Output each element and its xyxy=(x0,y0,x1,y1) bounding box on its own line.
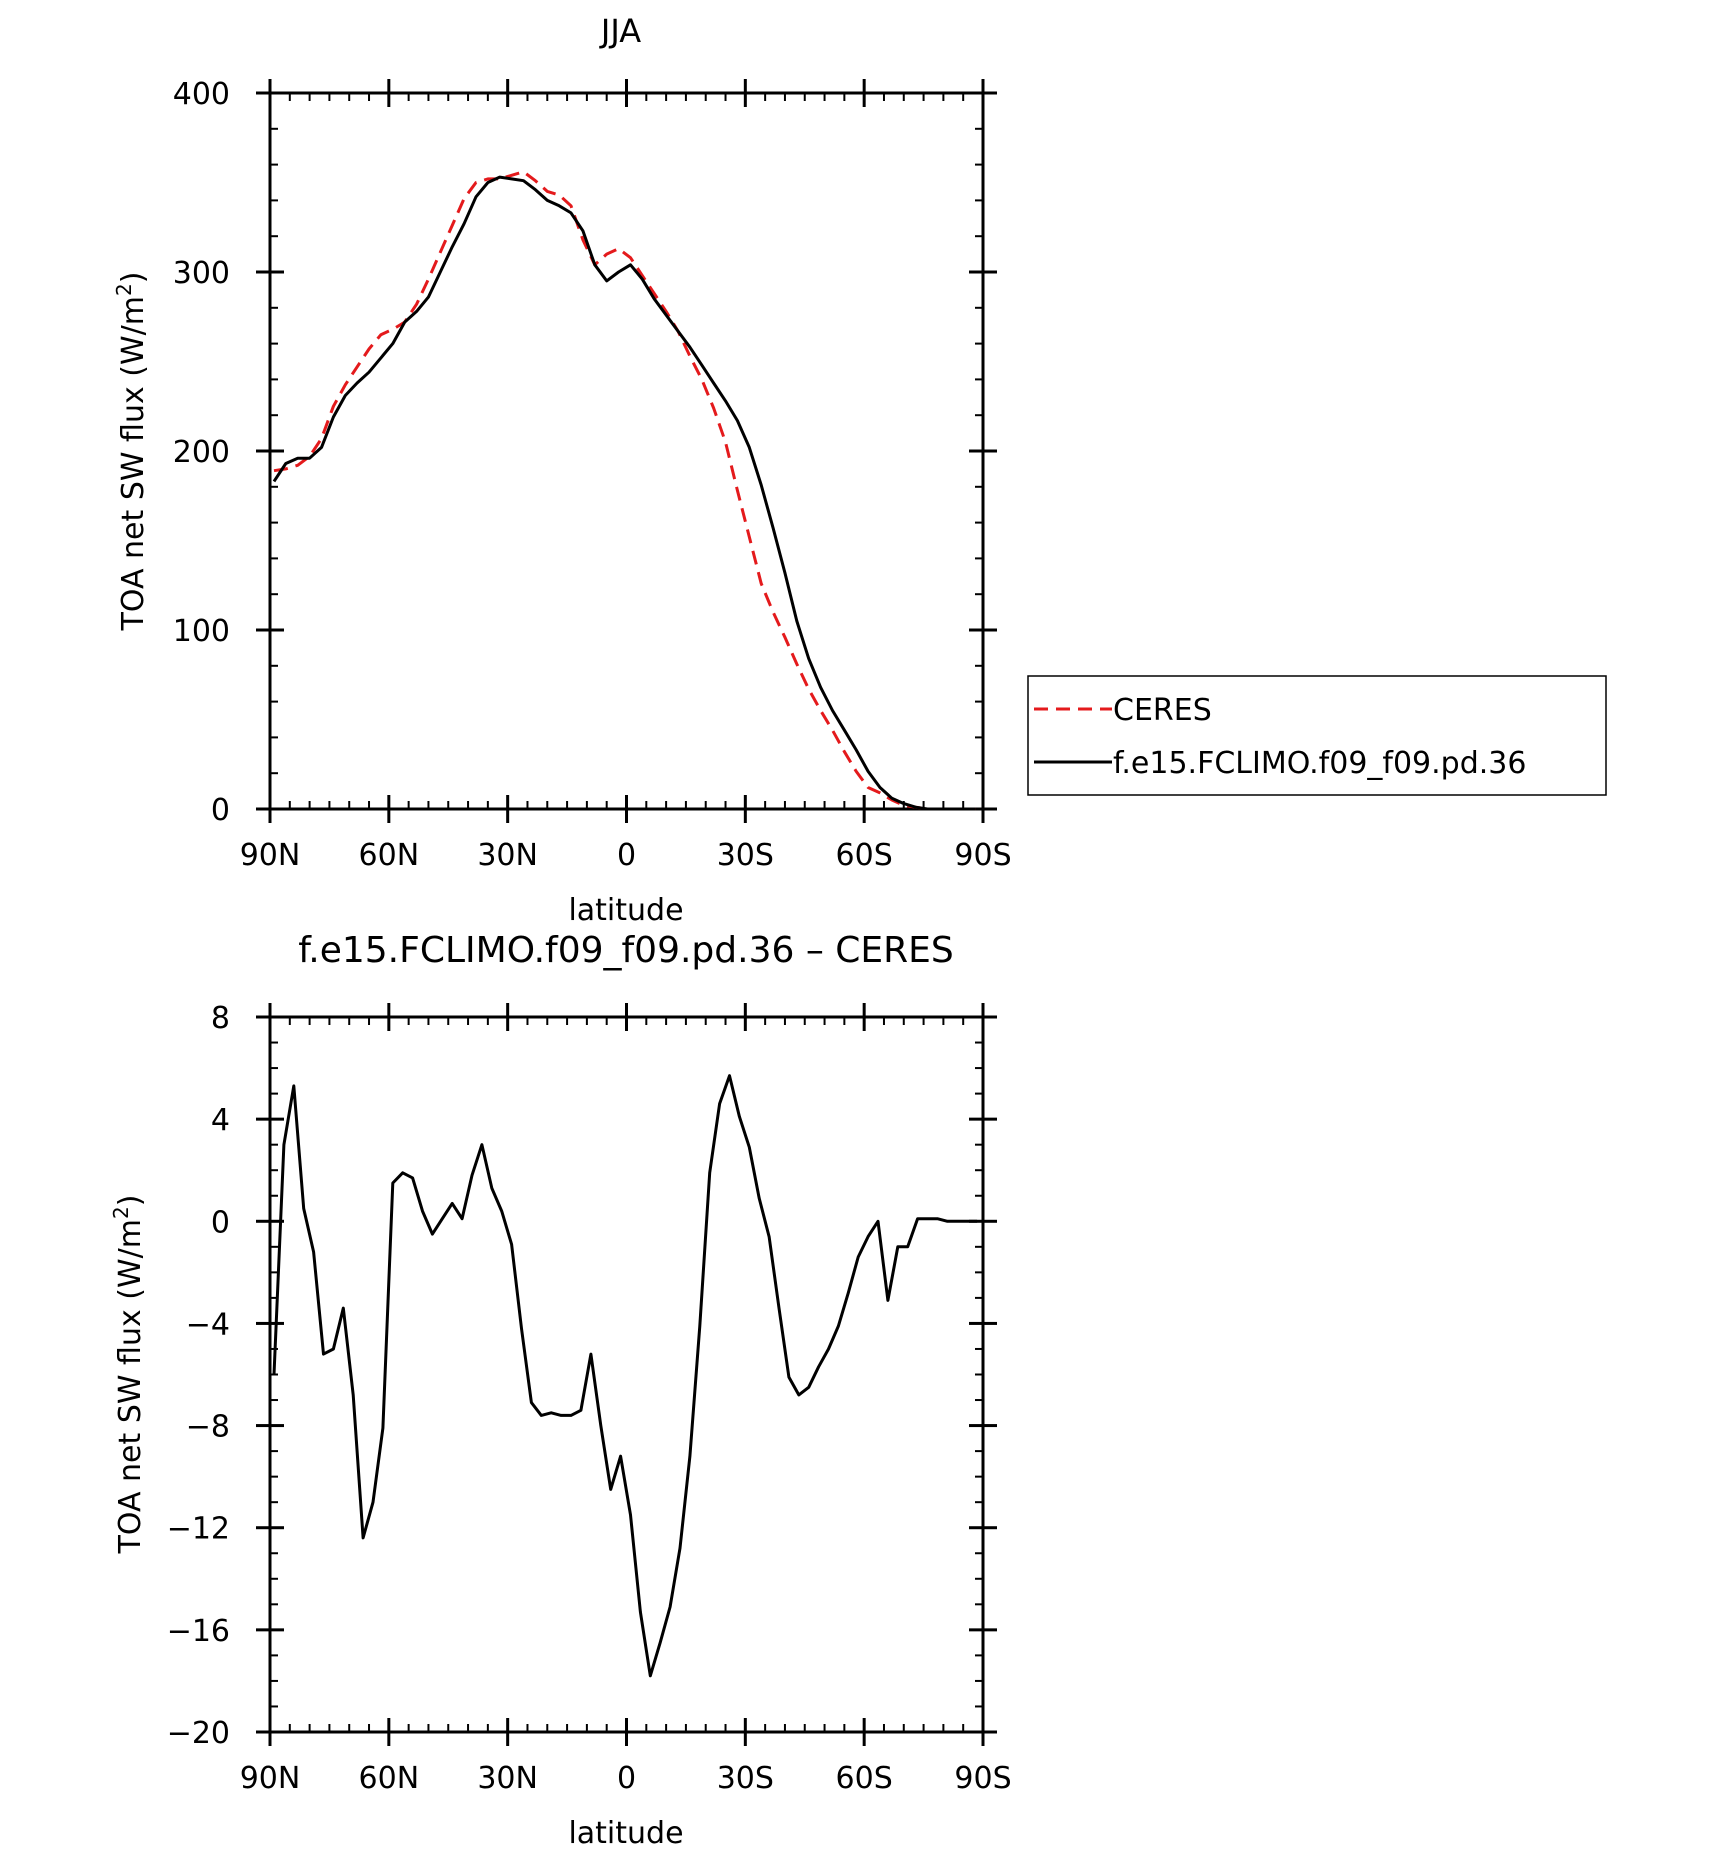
x-tick-label: 30N xyxy=(477,838,538,873)
top-chart-title: JJA xyxy=(599,12,641,50)
bottom-y-axis-label: TOA net SW flux (W/m2) xyxy=(109,1195,148,1555)
y-tick-label: −8 xyxy=(186,1410,230,1445)
top-y-axis-label-superscript: 2 xyxy=(112,283,136,296)
x-tick-label: 30S xyxy=(717,1761,774,1796)
top-series-lines xyxy=(272,170,976,811)
y-tick-label: 0 xyxy=(211,1205,230,1240)
top-x-axis-label: latitude xyxy=(568,893,683,928)
legend-box xyxy=(1027,675,1607,796)
x-tick-label: 90S xyxy=(954,1761,1011,1796)
x-tick-label: 90S xyxy=(954,838,1011,873)
top-chart: JJA 0 100 200 300 400 90N 60N 30N 0 30S 60S 90S la… xyxy=(112,12,1607,928)
y-tick-label: −4 xyxy=(186,1307,230,1342)
legend: CERES f.e15.FCLIMO.f09_f09.pd.36 xyxy=(1027,675,1607,796)
y-tick-label: 100 xyxy=(173,614,230,649)
x-tick-label: 0 xyxy=(617,1761,636,1796)
x-tick-label: 60N xyxy=(359,1761,420,1796)
x-tick-label: 0 xyxy=(617,838,636,873)
y-tick-label: −12 xyxy=(167,1512,230,1547)
top-plot-frame xyxy=(268,91,985,811)
y-tick-label: −20 xyxy=(167,1716,230,1751)
y-tick-label: 200 xyxy=(173,435,230,470)
y-tick-label: 0 xyxy=(211,793,230,828)
bottom-plot-frame xyxy=(268,1015,985,1734)
x-tick-label: 60S xyxy=(836,1761,893,1796)
legend-label-ceres: CERES xyxy=(1113,693,1212,728)
bottom-ticks xyxy=(256,1003,997,1746)
y-tick-label: 4 xyxy=(211,1103,230,1138)
legend-label-model: f.e15.FCLIMO.f09_f09.pd.36 xyxy=(1113,746,1526,781)
top-y-axis-label: TOA net SW flux (W/m2) xyxy=(112,272,151,632)
bottom-chart: f.e15.FCLIMO.f09_f09.pd.36 – CERES −20 −1… xyxy=(109,930,1012,1850)
top-y-tick-labels: 0 100 200 300 400 xyxy=(173,77,230,828)
bottom-series-lines xyxy=(272,1074,978,1678)
bottom-y-axis-label-superscript: 2 xyxy=(109,1206,133,1219)
y-tick-label: 8 xyxy=(211,1001,230,1036)
series-line-f-e15-fclimo-f09-f09-pd-36 xyxy=(272,175,976,811)
x-tick-label: 30S xyxy=(717,838,774,873)
x-tick-label: 90N xyxy=(240,838,301,873)
x-tick-label: 30N xyxy=(477,1761,538,1796)
series-line-ceres xyxy=(273,170,976,811)
top-y-axis-label-text: TOA net SW flux (W/m xyxy=(116,296,151,631)
bottom-y-axis-label-close: ) xyxy=(113,1195,148,1207)
y-tick-label: 300 xyxy=(173,256,230,291)
top-x-tick-labels: 90N 60N 30N 0 30S 60S 90S xyxy=(240,838,1012,873)
y-tick-label: −16 xyxy=(167,1614,230,1649)
top-y-axis-label-close: ) xyxy=(116,272,151,284)
bottom-x-axis-label: latitude xyxy=(568,1816,683,1850)
bottom-x-tick-labels: 90N 60N 30N 0 30S 60S 90S xyxy=(240,1761,1012,1796)
y-tick-label: 400 xyxy=(173,77,230,112)
bottom-y-axis-label-text: TOA net SW flux (W/m xyxy=(113,1219,148,1554)
x-tick-label: 60S xyxy=(836,838,893,873)
x-tick-label: 90N xyxy=(240,1761,301,1796)
series-line-difference xyxy=(272,1074,978,1678)
bottom-chart-title: f.e15.FCLIMO.f09_f09.pd.36 – CERES xyxy=(298,930,954,971)
x-tick-label: 60N xyxy=(359,838,420,873)
bottom-y-tick-labels: −20 −16 −12 −8 −4 0 4 8 xyxy=(167,1001,230,1751)
top-ticks xyxy=(256,79,997,823)
